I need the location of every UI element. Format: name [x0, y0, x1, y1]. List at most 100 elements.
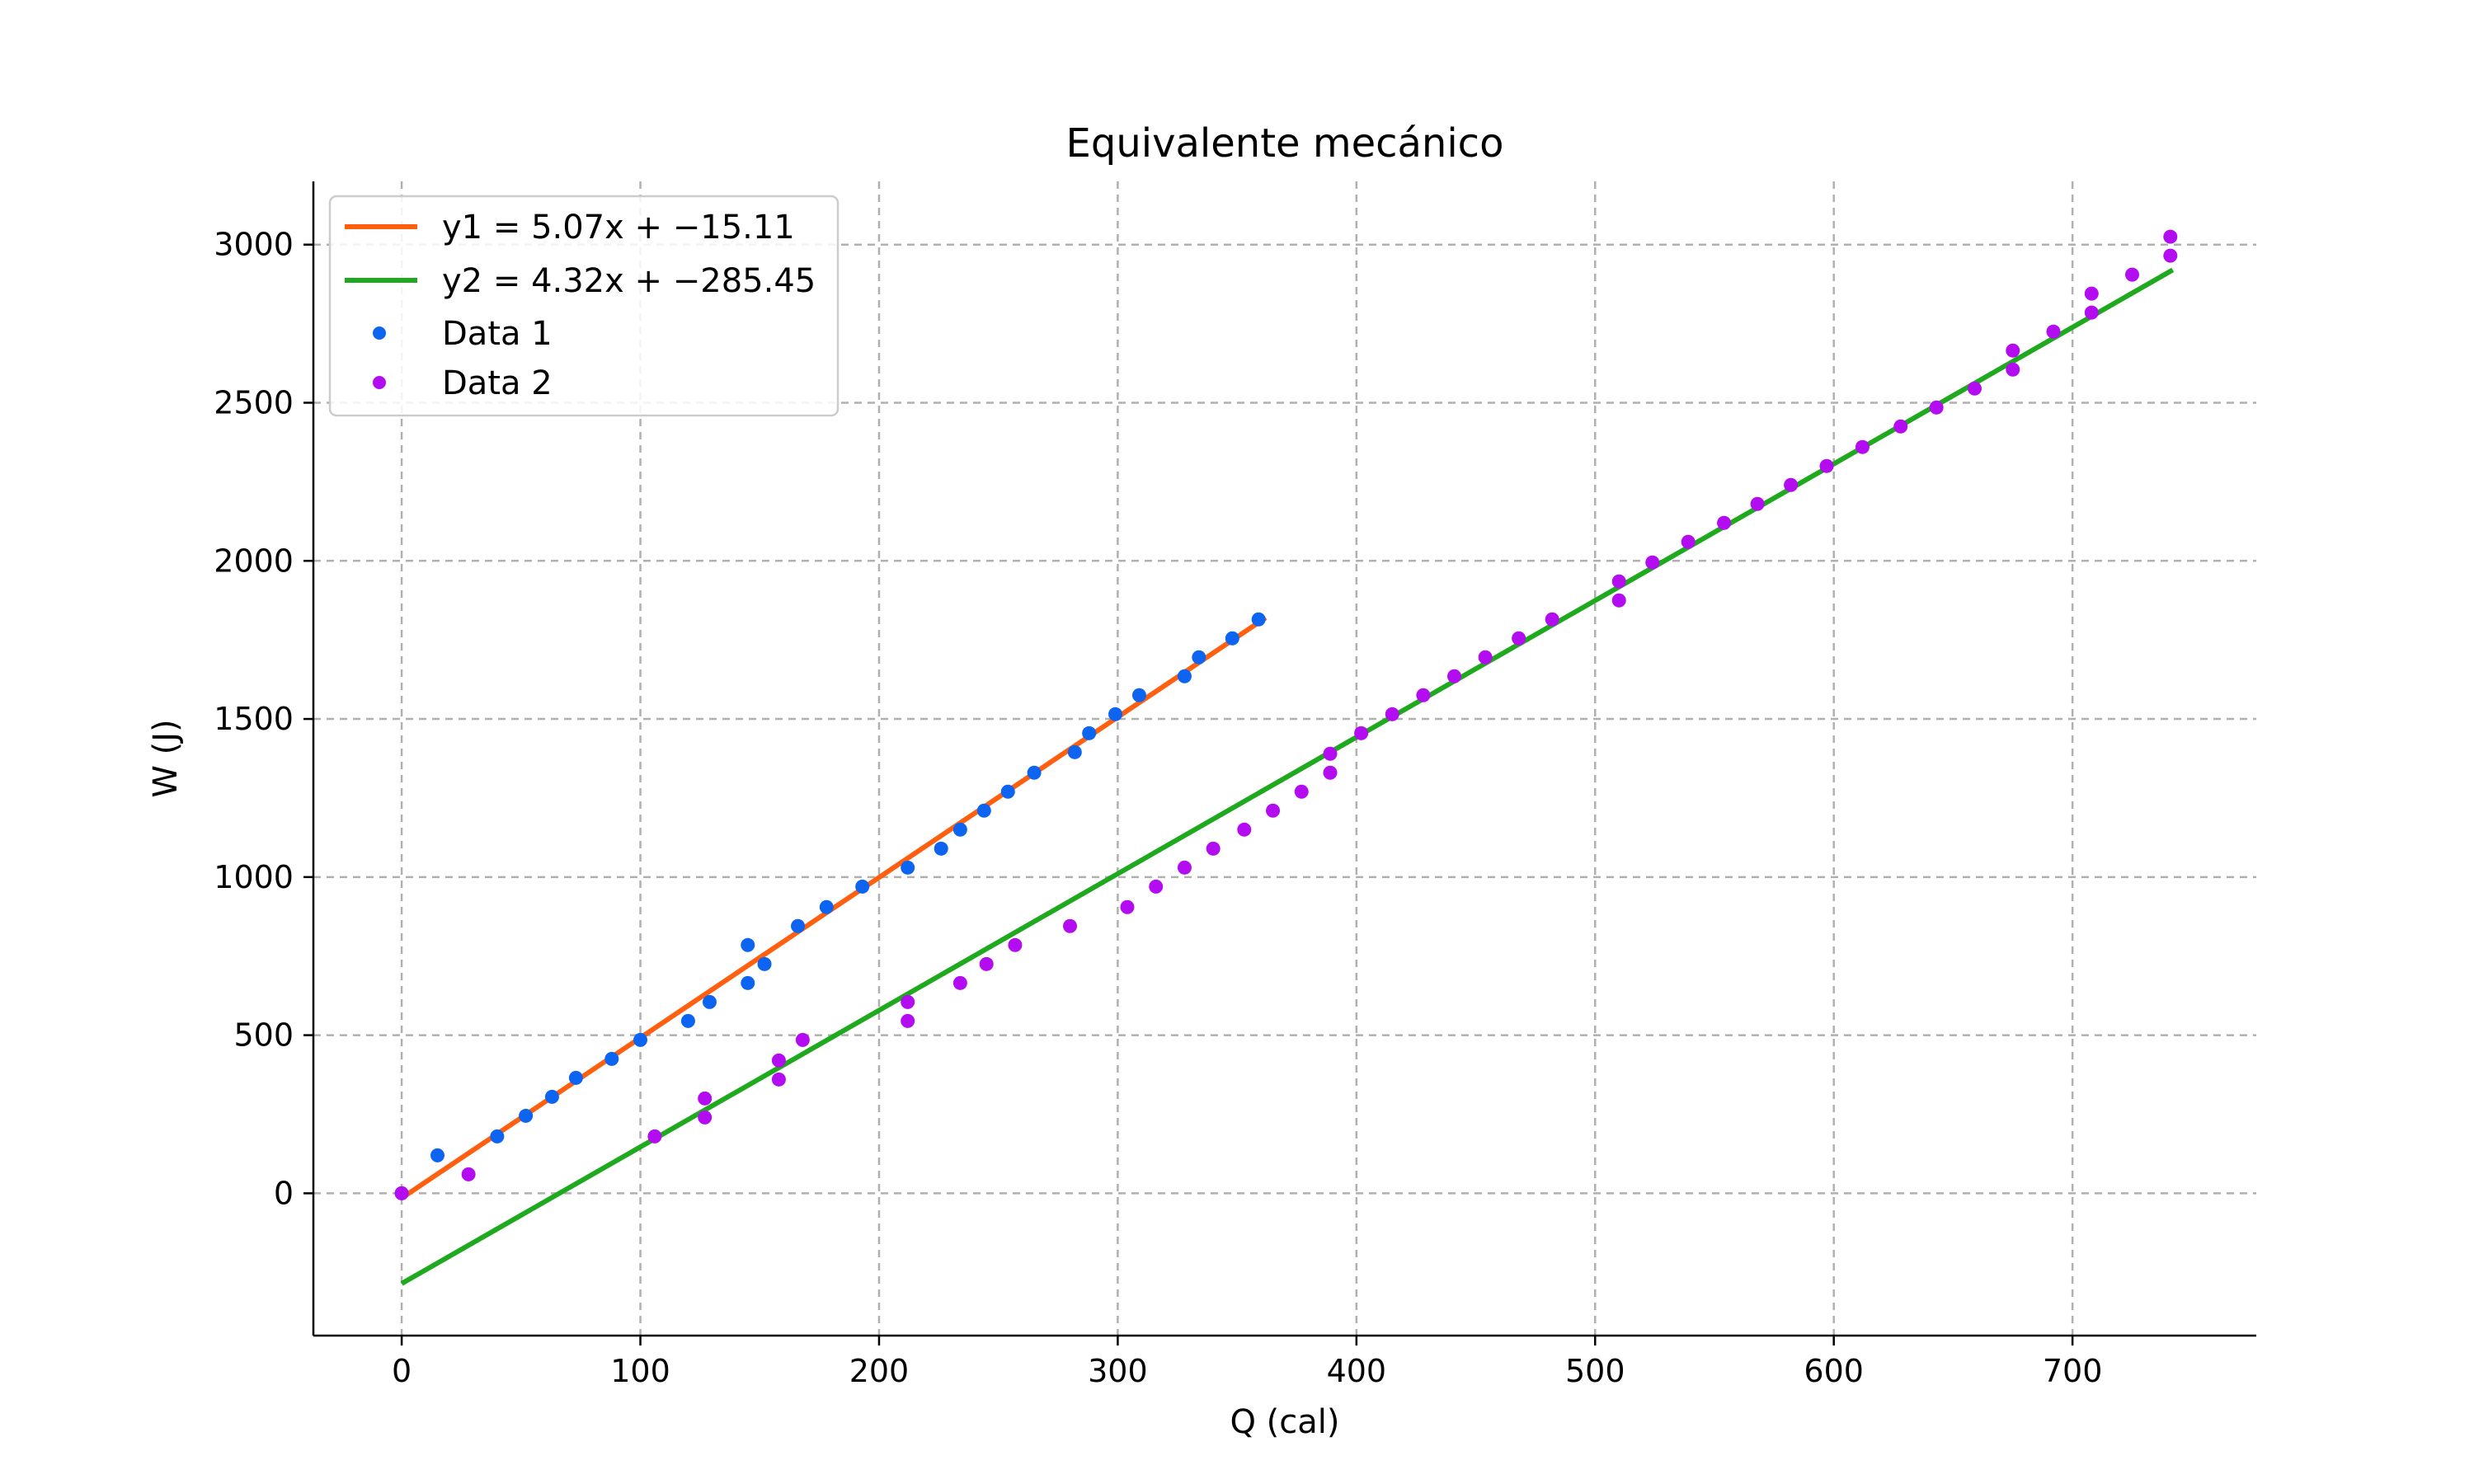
legend: y1 = 5.07x + −15.11 y2 = 4.32x + −285.45…: [328, 195, 840, 417]
data-point-series-2: [1855, 439, 1870, 454]
data-point-series-2: [1512, 631, 1526, 646]
data-point-series-1: [1027, 765, 1042, 780]
data-point-series-2: [1385, 707, 1399, 721]
data-point-series-2: [1819, 458, 1834, 473]
data-points: [394, 229, 2178, 1200]
data-point-series-1: [633, 1032, 648, 1047]
data-point-series-1: [901, 860, 915, 875]
data-point-series-2: [1967, 381, 1982, 396]
ticks: 0 100 200 300 400 500 600 700 0 500 1000 1500 2000 25…: [214, 227, 2102, 1389]
data-point-series-2: [647, 1129, 662, 1144]
data-point-series-2: [979, 956, 994, 971]
x-tick-label: 300: [1088, 1353, 1148, 1389]
data-point-series-2: [1149, 879, 1164, 894]
y-tick-label: 1000: [214, 859, 294, 895]
x-tick-label: 700: [2043, 1353, 2103, 1389]
data-point-series-2: [1717, 515, 1732, 530]
y-tick-label: 1500: [214, 701, 294, 737]
data-point-series-2: [1206, 841, 1221, 856]
legend-label-data-1: Data 1: [442, 315, 553, 353]
data-point-series-2: [901, 1013, 915, 1028]
x-axis-label: Q (cal): [1230, 1403, 1339, 1441]
x-tick-label: 400: [1327, 1353, 1387, 1389]
data-point-series-2: [1416, 688, 1431, 702]
data-point-series-1: [1177, 669, 1192, 683]
data-point-series-2: [1611, 593, 1626, 608]
data-point-series-2: [698, 1110, 713, 1125]
data-point-series-2: [1323, 765, 1338, 780]
data-point-series-2: [1929, 400, 1944, 415]
x-tick-label: 200: [849, 1353, 910, 1389]
axes: [312, 181, 2256, 1337]
data-point-series-1: [604, 1051, 619, 1066]
data-point-series-1: [934, 841, 948, 856]
data-point-series-1: [1192, 650, 1206, 665]
data-point-series-2: [1611, 574, 1626, 589]
data-point-series-1: [490, 1129, 505, 1144]
data-point-series-1: [791, 918, 806, 933]
data-point-series-1: [702, 994, 717, 1009]
data-point-series-2: [1681, 534, 1696, 549]
y-tick-label: 3000: [214, 227, 294, 263]
data-point-series-2: [795, 1032, 810, 1047]
data-point-series-1: [1225, 631, 1239, 646]
data-point-series-1: [1108, 707, 1123, 721]
y-tick-label: 500: [233, 1017, 294, 1054]
data-point-series-2: [1545, 612, 1559, 627]
fit-lines: [400, 267, 2175, 1286]
y-tick-label: 2000: [214, 542, 294, 579]
x-tick-label: 600: [1804, 1353, 1864, 1389]
data-point-series-2: [2124, 267, 2139, 282]
data-point-series-2: [1645, 555, 1660, 570]
data-point-series-1: [741, 937, 755, 952]
data-point-series-2: [1266, 803, 1281, 818]
data-point-series-2: [1008, 937, 1023, 952]
data-point-series-2: [1478, 650, 1493, 665]
data-point-series-2: [952, 975, 967, 990]
data-point-series-1: [568, 1070, 583, 1085]
data-point-series-2: [1784, 477, 1799, 492]
data-point-series-2: [1354, 726, 1369, 740]
data-point-series-1: [519, 1108, 534, 1123]
data-point-series-1: [976, 803, 991, 818]
x-tick-label: 0: [392, 1353, 412, 1389]
data-point-series-2: [1237, 822, 1252, 837]
y-axis-label: W (J): [147, 719, 185, 797]
data-point-series-2: [901, 994, 915, 1009]
data-point-series-2: [461, 1167, 476, 1181]
data-point-series-1: [855, 879, 870, 894]
legend-label-y1: y1 = 5.07x + −15.11: [442, 209, 795, 247]
data-point-series-2: [1446, 669, 1461, 683]
data-point-series-1: [680, 1013, 695, 1028]
data-point-series-1: [757, 956, 772, 971]
fit-line-y2: [400, 267, 2175, 1286]
data-point-series-1: [819, 899, 834, 914]
data-point-series-2: [2163, 248, 2178, 263]
x-tick-label: 500: [1565, 1353, 1625, 1389]
chart-title: Equivalente mecánico: [1066, 120, 1504, 167]
data-point-series-1: [1067, 744, 1082, 759]
y-tick-label: 0: [274, 1175, 294, 1211]
data-point-series-1: [1082, 726, 1097, 740]
data-point-series-2: [1120, 899, 1135, 914]
data-point-series-2: [1177, 860, 1192, 875]
data-point-series-2: [1063, 918, 1078, 933]
x-tick-label: 100: [610, 1353, 670, 1389]
data-point-series-2: [2046, 324, 2061, 339]
data-point-series-2: [1750, 496, 1765, 511]
legend-box: [328, 195, 840, 417]
data-point-series-1: [1000, 784, 1015, 799]
data-point-series-1: [952, 822, 967, 837]
data-point-series-2: [771, 1053, 786, 1068]
fit-line-y1: [400, 615, 1268, 1200]
data-point-series-2: [771, 1072, 786, 1087]
data-point-series-1: [741, 975, 755, 990]
data-point-series-2: [698, 1091, 713, 1106]
data-point-series-2: [2006, 362, 2020, 377]
data-point-series-2: [2163, 229, 2178, 244]
data-point-series-2: [394, 1186, 409, 1200]
data-point-series-1: [544, 1089, 559, 1104]
legend-marker-data-2: [373, 376, 386, 389]
y-tick-label: 2500: [214, 384, 294, 420]
